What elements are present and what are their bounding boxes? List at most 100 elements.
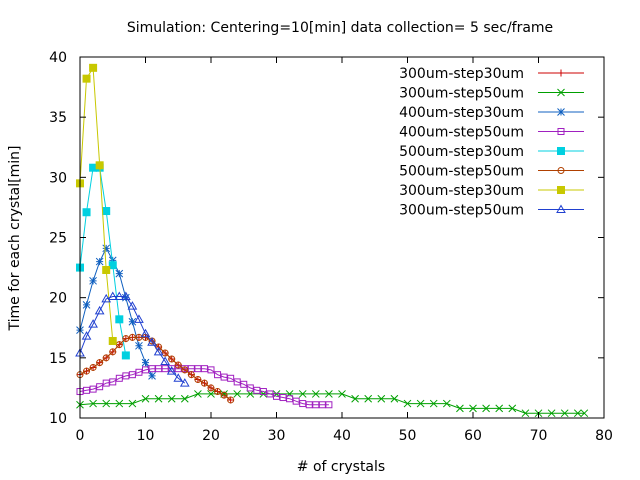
legend-marker xyxy=(557,186,565,194)
series-5-point xyxy=(121,351,130,360)
legend-label: 500um-step50um xyxy=(399,164,524,180)
series-8-point xyxy=(179,378,190,387)
series-8-point xyxy=(120,291,131,300)
series-3-point xyxy=(135,341,143,350)
series-4-point xyxy=(233,378,241,386)
x-tick-label: 0 xyxy=(76,428,85,444)
x-tick-label: 10 xyxy=(137,428,155,444)
series-4-point xyxy=(109,378,117,386)
series-2-point xyxy=(180,394,189,403)
series-6-point xyxy=(207,384,215,392)
legend-label: 500um-step30um xyxy=(399,144,524,160)
series-8-point xyxy=(127,301,138,310)
series-8-point xyxy=(173,373,184,382)
series-2-point xyxy=(311,390,320,398)
legend-label: 300um-step30um xyxy=(399,183,524,199)
series-6-point xyxy=(89,363,97,371)
y-tick-label: 20 xyxy=(49,291,67,307)
series-5-point xyxy=(108,261,117,270)
series-2-point xyxy=(469,404,477,413)
series-6-point xyxy=(220,391,228,399)
y-tick-label: 10 xyxy=(49,411,67,427)
legend-entry-2: 300um-step50um xyxy=(399,86,584,102)
axes: 0 10 20 30 40 50 60 70 80 10 15 20 25 30 35 40 xyxy=(49,50,613,444)
legend-entry-5: 500um-step30um xyxy=(399,144,584,160)
series-4-point xyxy=(286,395,294,403)
legend-entry-3: 400um-step30um xyxy=(399,105,584,121)
series-4-point xyxy=(246,384,254,392)
series-3-point xyxy=(128,317,137,326)
series-3-point xyxy=(121,293,130,302)
y-axis-label: Time for each crystal[min] xyxy=(7,146,23,332)
series-2-point xyxy=(233,390,242,398)
series-8-point xyxy=(81,331,92,340)
legend-marker xyxy=(557,167,565,174)
series-5-line xyxy=(79,167,127,356)
y-tick-label: 30 xyxy=(49,170,67,186)
series-2-point xyxy=(167,394,176,403)
series-4-point xyxy=(128,371,136,379)
series-2-point xyxy=(102,399,111,408)
series-4-point xyxy=(96,383,104,391)
series-2-point xyxy=(495,404,504,413)
series-2-point xyxy=(560,409,569,418)
series-2-point xyxy=(416,399,425,408)
legend-marker xyxy=(557,69,565,77)
series-8-point xyxy=(160,356,171,365)
series-4-point xyxy=(325,401,333,409)
series-2-point xyxy=(141,394,150,403)
series-2-point xyxy=(442,399,451,408)
series-4-point xyxy=(161,365,169,373)
series-2-point xyxy=(115,399,124,408)
x-tick-label: 80 xyxy=(595,428,613,444)
series-2-point xyxy=(351,394,359,403)
series-6-point xyxy=(214,388,222,396)
series-2-point xyxy=(154,394,163,403)
series-4-point xyxy=(279,394,287,402)
y-tick-label: 25 xyxy=(49,231,67,247)
series-3-point xyxy=(95,257,104,266)
legend-marker xyxy=(557,108,565,116)
series-2-point xyxy=(429,399,438,408)
series-4-point xyxy=(122,372,130,380)
series-4-point xyxy=(299,400,307,408)
series-4-line xyxy=(79,368,329,406)
series-2-point xyxy=(298,390,307,398)
legend-label: 300um-step30um xyxy=(399,66,524,82)
legend-label: 300um-step50um xyxy=(399,86,524,102)
series-8-point xyxy=(140,328,151,338)
series-2-point xyxy=(456,404,464,413)
series-6-point xyxy=(122,335,130,343)
series-2-point xyxy=(403,399,412,408)
series-4-point xyxy=(115,374,123,382)
x-tick-label: 50 xyxy=(399,428,417,444)
series-4-point xyxy=(253,386,261,394)
series-6-point xyxy=(102,354,110,362)
legend-entry-7: 300um-step30um xyxy=(399,183,584,199)
series-7-point xyxy=(95,161,104,170)
series-2-point xyxy=(364,394,373,403)
series-4-point xyxy=(148,365,156,373)
legend-marker xyxy=(557,88,565,97)
series-4-point xyxy=(266,390,274,398)
series-2-point xyxy=(508,404,517,413)
series-2-point xyxy=(246,390,255,398)
series-7-line xyxy=(79,66,114,342)
x-tick-label: 60 xyxy=(464,428,482,444)
series-6-point xyxy=(168,355,176,363)
series-4-point xyxy=(200,365,208,373)
chart-title: Simulation: Centering=10[min] data colle… xyxy=(127,20,553,36)
series-2-point xyxy=(521,409,530,418)
series-2-point xyxy=(547,409,556,418)
series-7-point xyxy=(108,336,117,345)
series-2-point xyxy=(338,390,346,398)
series-6-point xyxy=(109,348,117,356)
legend: 300um-step30um 300um-step50um 400um-step30… xyxy=(399,66,584,219)
series-3-point xyxy=(108,256,117,265)
x-axis-label: # of crystals xyxy=(297,459,385,475)
x-tick-label: 20 xyxy=(202,428,220,444)
legend-entry-1: 300um-step30um xyxy=(399,66,584,82)
series-7-point xyxy=(102,265,111,274)
